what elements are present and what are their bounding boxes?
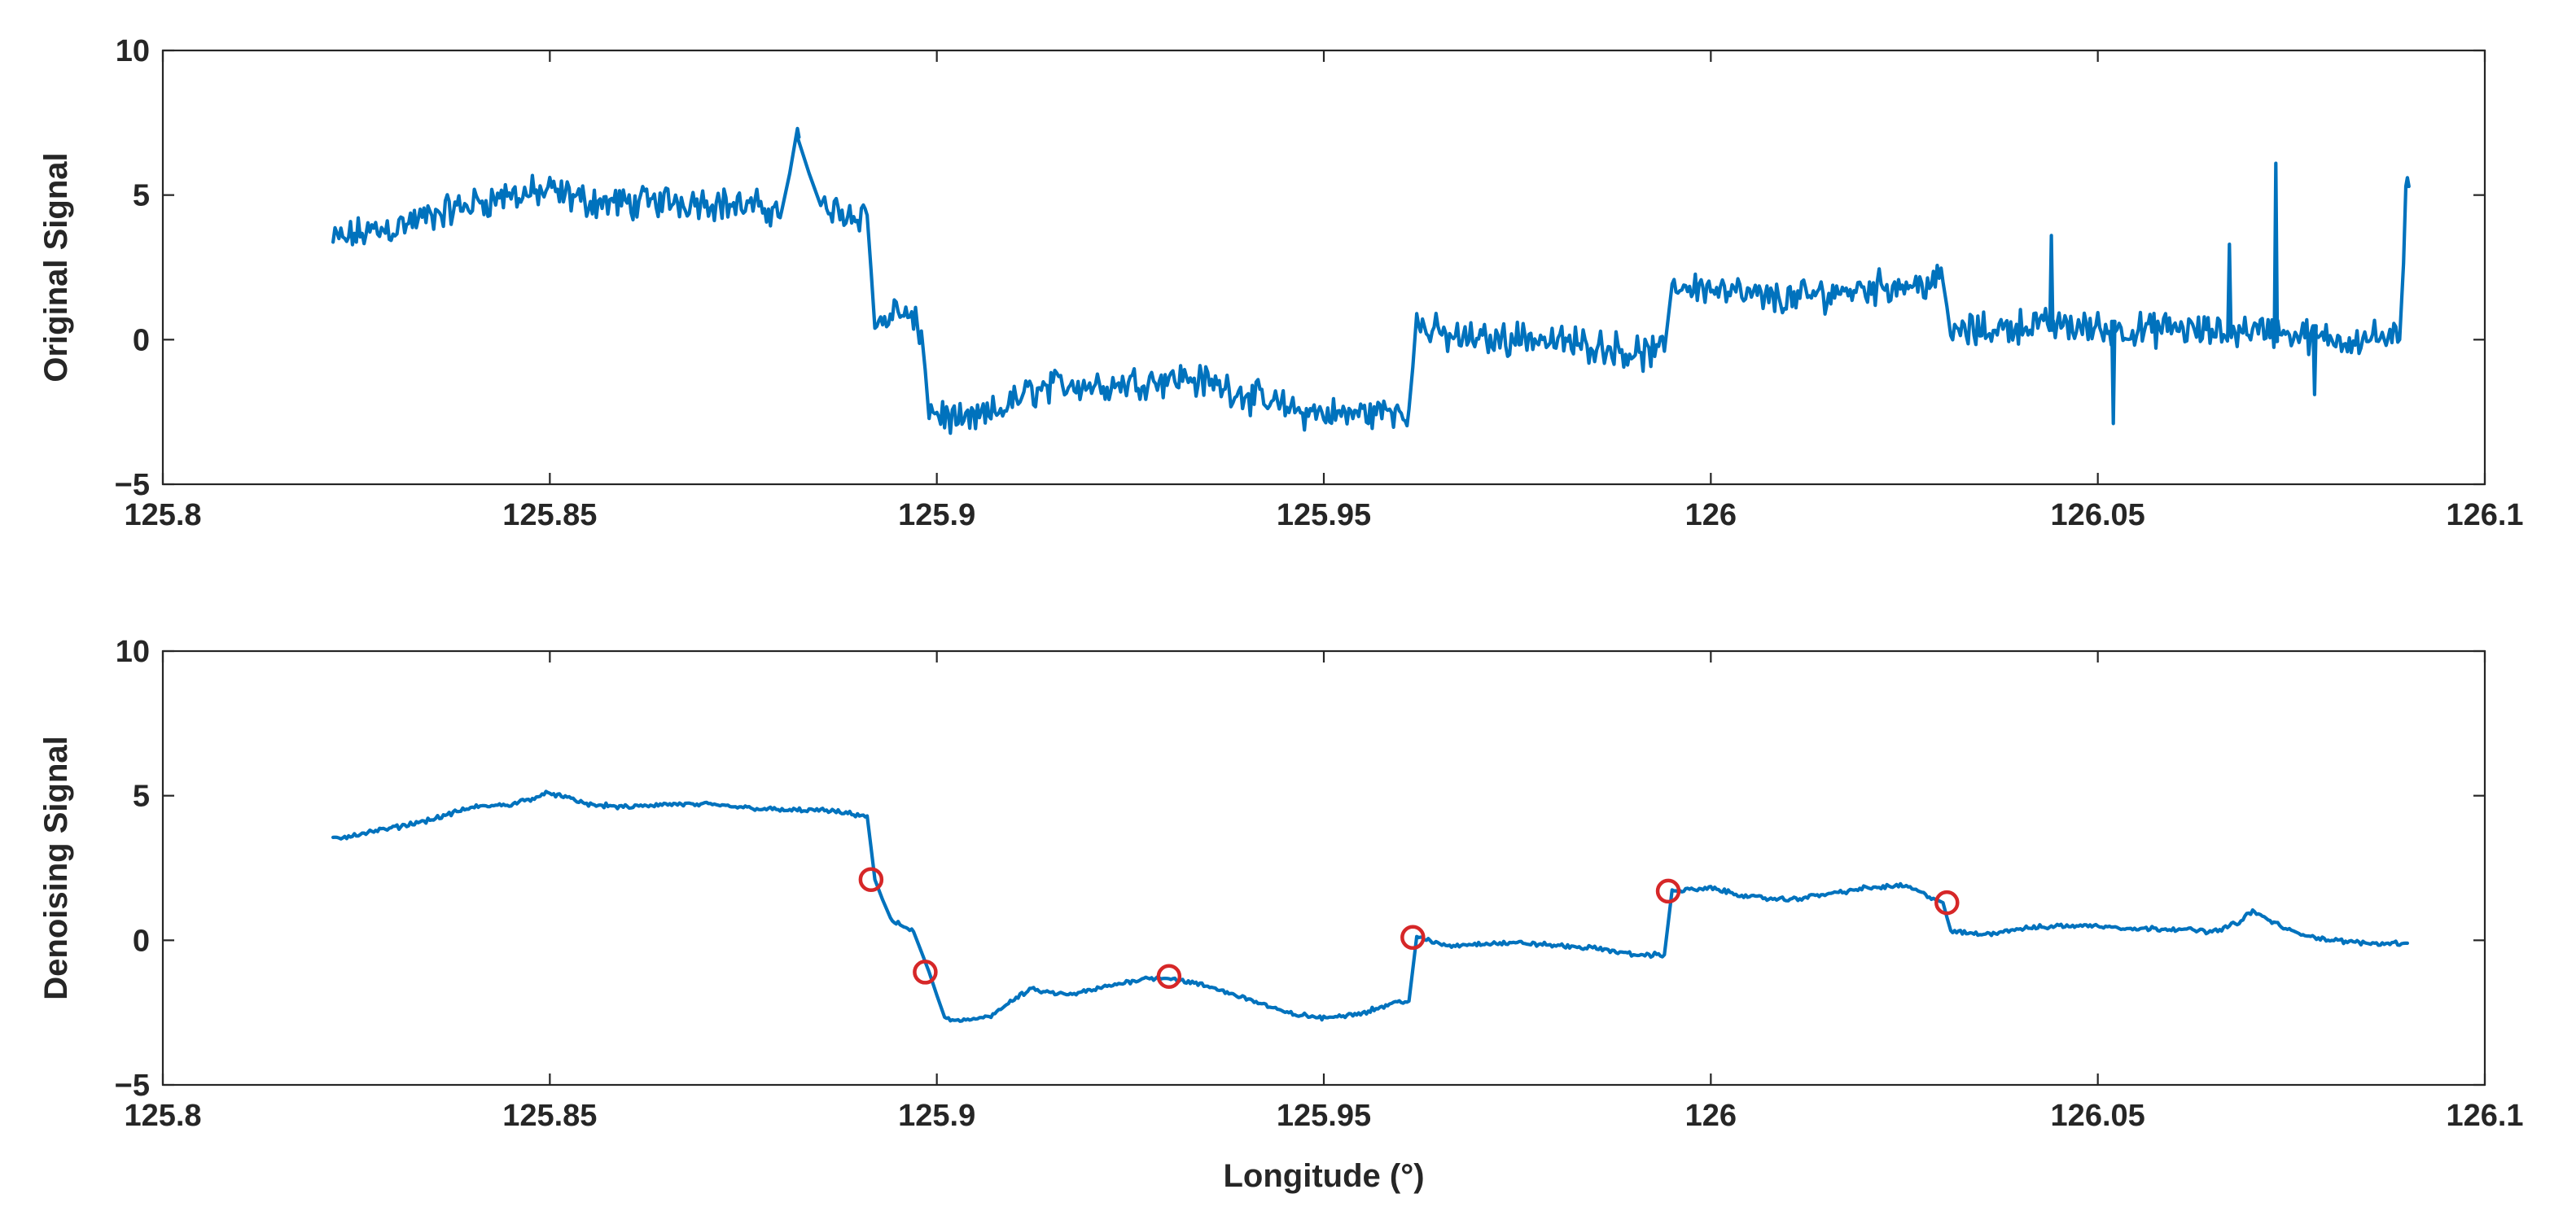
x-tick-label: 125.8 bbox=[124, 498, 201, 532]
denoising-signal-panel: 125.8 125.85 125.9 125.95 126 126.05 126.1 −5 0 5… bbox=[38, 635, 2524, 1194]
series-line bbox=[331, 789, 2409, 1023]
x-tick-label: 126.1 bbox=[2446, 1099, 2523, 1133]
y-tick-label: 5 bbox=[133, 179, 150, 213]
series-line bbox=[331, 126, 2411, 435]
change-point-marker bbox=[1934, 890, 1960, 916]
change-point-marker bbox=[858, 867, 884, 892]
x-tick-label: 125.9 bbox=[898, 1099, 975, 1133]
y-tick-label: 5 bbox=[133, 780, 150, 814]
y-tick-label: 10 bbox=[116, 635, 150, 669]
original-signal-panel: 125.8 125.85 125.9 125.95 126 126.05 126.1 −5 0 5… bbox=[38, 34, 2524, 532]
axes-box bbox=[161, 49, 2486, 486]
axes-box bbox=[161, 649, 2486, 1087]
x-tick-label: 125.85 bbox=[502, 1099, 597, 1133]
x-tick-label: 126.05 bbox=[2051, 498, 2145, 532]
y-tick-label: −5 bbox=[115, 1069, 150, 1103]
x-tick-label: 125.9 bbox=[898, 498, 975, 532]
y-tick-label: 0 bbox=[133, 924, 150, 958]
x-axis-title: Longitude (°) bbox=[1223, 1158, 1424, 1194]
change-point-marker bbox=[1156, 964, 1182, 989]
x-tick-label: 126.1 bbox=[2446, 498, 2523, 532]
x-tick-label: 126 bbox=[1685, 1099, 1737, 1133]
x-tick-label: 126.05 bbox=[2051, 1099, 2145, 1133]
x-tick-label: 125.85 bbox=[502, 498, 597, 532]
x-tick-label: 125.95 bbox=[1277, 498, 1371, 532]
change-point-marker bbox=[1655, 878, 1681, 904]
y-axis-title: Denoising Signal bbox=[38, 736, 74, 999]
y-tick-label: −5 bbox=[115, 468, 150, 502]
y-tick-label: 10 bbox=[116, 34, 150, 68]
y-axis-title: Original Signal bbox=[38, 152, 74, 382]
y-tick-label: 0 bbox=[133, 323, 150, 357]
change-point-marker bbox=[913, 960, 938, 985]
x-tick-label: 126 bbox=[1685, 498, 1737, 532]
x-tick-label: 125.8 bbox=[124, 1099, 201, 1133]
change-point-marker bbox=[1400, 925, 1426, 951]
x-tick-label: 125.95 bbox=[1277, 1099, 1371, 1133]
